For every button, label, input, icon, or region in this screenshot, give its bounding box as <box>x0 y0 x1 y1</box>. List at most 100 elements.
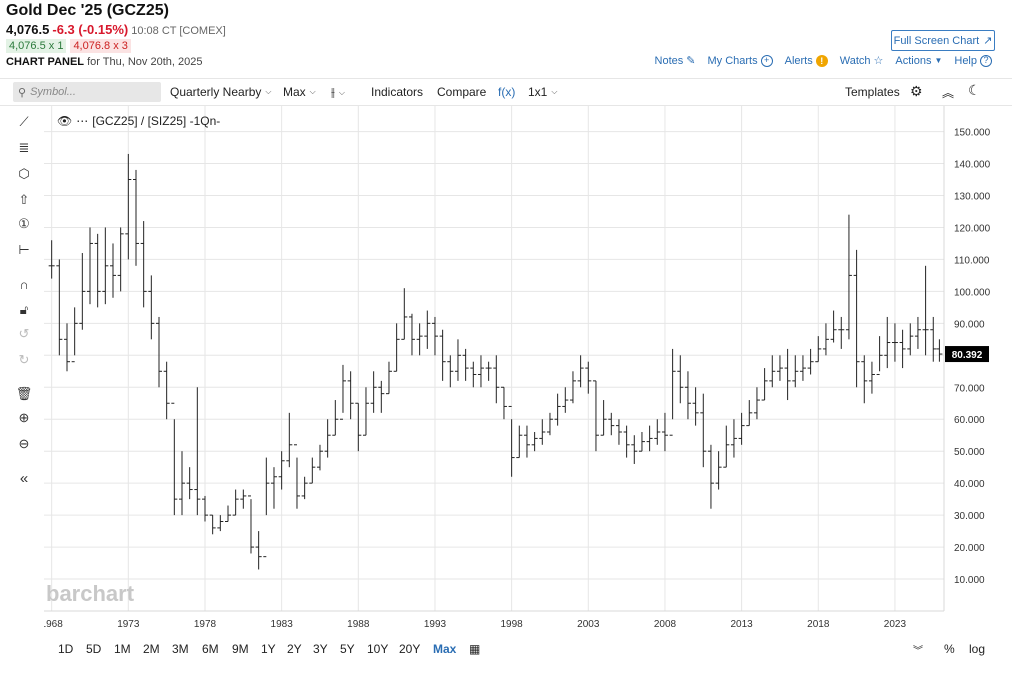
zoom-in-icon[interactable]: ⊕ <box>18 410 30 425</box>
undo-icon[interactable]: ↺ <box>18 326 30 341</box>
layout-label: 1x1 <box>528 85 548 99</box>
star-icon: ☆ <box>873 55 884 67</box>
my-charts-link[interactable]: My Charts + <box>707 54 773 67</box>
plus-circle-icon: + <box>760 54 773 67</box>
expand-down-icon[interactable]: ︾ <box>913 646 923 657</box>
chart-panel-label: CHART PANEL for Thu, Nov 20th, 2025 <box>6 56 202 68</box>
range-6m[interactable]: 6M <box>202 642 219 656</box>
chevron-down-icon: ⌵ <box>338 87 345 97</box>
collapse-up-icon[interactable]: ︽ <box>942 86 955 100</box>
alerts-link[interactable]: Alerts! <box>785 54 828 67</box>
range-5d[interactable]: 5D <box>86 642 102 656</box>
bid-ask: 4,076.5 x 1 4,076.8 x 3 <box>6 39 131 53</box>
chart-legend: 👁︎ ⋯ [GCZ25] / [SIZ25] -1Qn- <box>57 114 220 128</box>
layout-dropdown[interactable]: 1x1 ⌵ <box>528 85 557 99</box>
actions-menu[interactable]: Actions ▼ <box>895 55 942 67</box>
x-tick-label: 1983 <box>271 619 294 630</box>
chart-type-dropdown[interactable]: ⫲ ⌵ <box>331 85 345 100</box>
chart-toolbar: ⚲ Symbol... Quarterly Nearby ⌵ Max ⌵ ⫲ ⌵ In… <box>0 78 1012 106</box>
external-arrow-icon: ↗ <box>983 35 993 47</box>
collapse-toolbar-icon[interactable]: « <box>19 469 29 487</box>
range-2m[interactable]: 2M <box>143 642 160 656</box>
y-tick-label: 110.000 <box>954 255 990 266</box>
chart-links: Notes ✎ My Charts + Alerts! Watch ☆ Actions… <box>655 54 992 67</box>
lock-icon[interactable]: 🔓︎ <box>19 302 29 317</box>
y-tick-label: 10.000 <box>954 575 985 586</box>
watch-link[interactable]: Watch ☆ <box>840 54 884 68</box>
last-value-tag <box>945 346 989 363</box>
y-tick-label: 60.000 <box>954 415 985 426</box>
range-3m[interactable]: 3M <box>172 642 189 656</box>
compare-button[interactable]: Compare <box>437 85 487 99</box>
period-label: Max <box>283 85 306 99</box>
x-tick-label: 2003 <box>577 619 600 630</box>
eye-icon[interactable]: 👁︎ <box>57 114 73 128</box>
instrument-title: Gold Dec '25 (GCZ25) <box>6 2 169 19</box>
magnet-icon[interactable]: ∩ <box>19 276 29 292</box>
counter-tool-icon[interactable]: ① <box>18 216 30 231</box>
y-tick-label: 150.000 <box>954 128 991 139</box>
range-5y[interactable]: 5Y <box>340 642 355 656</box>
search-icon: ⚲ <box>18 86 27 99</box>
quote-header: Gold Dec '25 (GCZ25) 4,076.5 -6.3 (-0.15%… <box>0 0 1012 72</box>
price-change: -6.3 (-0.15%) <box>52 22 129 37</box>
y-tick-label: 90.000 <box>954 319 985 330</box>
last-price: 4,076.5 <box>6 22 50 37</box>
notes-link[interactable]: Notes ✎ <box>655 54 696 68</box>
x-tick-label: 1968 <box>44 619 63 630</box>
aggregation-label: Quarterly Nearby <box>170 85 262 99</box>
log-scale-button[interactable]: log <box>969 642 986 656</box>
legend-symbol: [GCZ25] / [SIZ25] -1Qn- <box>92 114 221 128</box>
barchart-watermark: barchart <box>46 581 135 606</box>
range-max[interactable]: Max <box>433 642 457 656</box>
range-9m[interactable]: 9M <box>232 642 249 656</box>
fibonacci-tool-icon[interactable]: ≣ <box>18 140 30 155</box>
range-1d[interactable]: 1D <box>58 642 74 656</box>
measure-tool-icon[interactable]: ⊢ <box>18 242 30 257</box>
zoom-out-icon[interactable]: ⊖ <box>18 436 30 451</box>
help-label: Help <box>954 54 977 67</box>
quote-line: 4,076.5 -6.3 (-0.15%) 10:08 CT [COMEX] <box>6 22 226 37</box>
range-20y[interactable]: 20Y <box>399 642 421 656</box>
range-10y[interactable]: 10Y <box>367 642 389 656</box>
indicators-button[interactable]: Indicators <box>371 85 424 99</box>
calendar-icon[interactable]: ▦ <box>469 642 481 656</box>
dark-mode-moon-icon[interactable]: ☾ <box>968 82 981 98</box>
help-icon: ? <box>980 54 992 67</box>
symbol-search-input[interactable]: ⚲ Symbol... <box>13 82 161 102</box>
caret-down-icon: ▼ <box>934 56 943 65</box>
shape-tool-icon[interactable]: ⬡ <box>18 166 30 181</box>
panel-title: CHART PANEL <box>6 56 85 68</box>
aggregation-dropdown[interactable]: Quarterly Nearby ⌵ <box>170 85 271 99</box>
last-value-label: 80.392 <box>952 350 983 361</box>
chevron-down-icon: ⌵ <box>265 87 272 96</box>
help-link[interactable]: Help? <box>954 54 992 67</box>
symbol-placeholder: Symbol... <box>30 86 76 98</box>
x-tick-label: 1978 <box>194 619 217 630</box>
x-tick-label: 1998 <box>501 619 524 630</box>
function-button[interactable]: f(x) <box>498 85 516 99</box>
x-tick-label: 2023 <box>884 619 907 630</box>
y-tick-label: 40.000 <box>954 479 985 490</box>
y-tick-label: 100.000 <box>954 287 991 298</box>
x-tick-label: 2013 <box>730 619 753 630</box>
y-tick-label: 20.000 <box>954 543 985 554</box>
range-3y[interactable]: 3Y <box>313 642 328 656</box>
range-2y[interactable]: 2Y <box>287 642 302 656</box>
price-chart[interactable]: 10.000 20.000 30.000 40.000 50.000 60.000 70.0… <box>44 106 1012 636</box>
y-tick-label: 30.000 <box>954 511 985 522</box>
trendline-tool-icon[interactable]: ⟋ <box>19 114 29 129</box>
redo-icon[interactable]: ↻ <box>18 352 30 367</box>
trash-icon[interactable]: 🗑︎ <box>15 386 33 401</box>
full-screen-label: Full Screen Chart <box>893 34 980 47</box>
percent-scale-button[interactable]: % <box>944 642 955 656</box>
chevron-down-icon: ⌵ <box>551 87 558 96</box>
period-dropdown[interactable]: Max ⌵ <box>283 85 316 99</box>
more-options-icon[interactable]: ⋯ <box>76 114 89 128</box>
range-1m[interactable]: 1M <box>114 642 131 656</box>
range-1y[interactable]: 1Y <box>261 642 276 656</box>
arrow-tool-icon[interactable]: ⇧ <box>18 192 30 207</box>
full-screen-chart-button[interactable]: Full Screen Chart ↗ <box>891 30 995 51</box>
templates-button[interactable]: Templates <box>845 85 900 99</box>
settings-gear-icon[interactable]: ⚙ <box>910 83 923 99</box>
